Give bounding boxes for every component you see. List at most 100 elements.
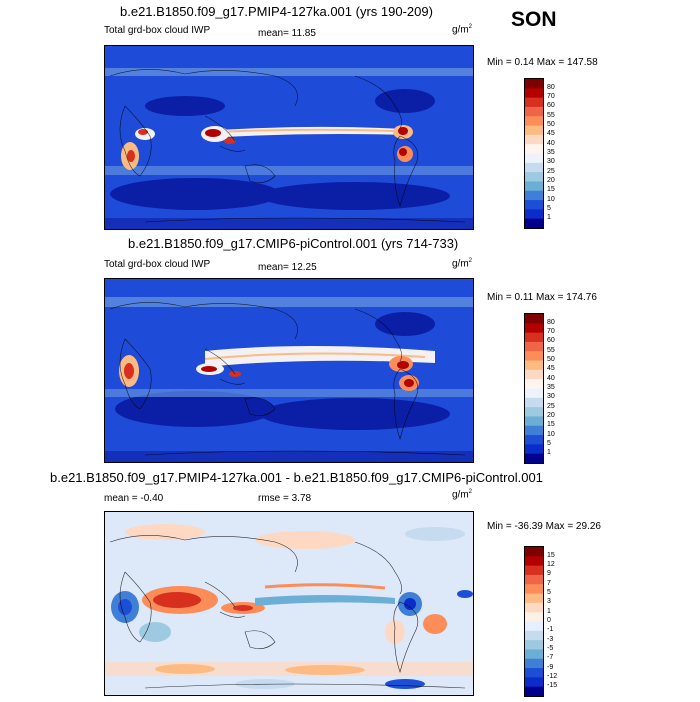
colorbar-swatch	[525, 640, 543, 650]
colorbar-swatch	[525, 116, 543, 127]
colorbar-swatch	[525, 444, 543, 455]
colorbar-tick-label: -9	[547, 663, 554, 671]
colorbar-swatch	[525, 630, 543, 641]
colorbar-tick-label: 0	[547, 617, 551, 624]
colorbar-tick-label: 70	[547, 93, 555, 101]
colorbar-tick-label: 35	[547, 384, 555, 391]
colorbar-tick-label: 1	[547, 449, 551, 457]
colorbar-tick-label: -1	[547, 626, 554, 634]
colorbar-tick-label: 5	[547, 204, 551, 212]
colorbar-swatch	[525, 565, 543, 576]
colorbar-swatch	[525, 584, 543, 595]
colorbar-tick-label: -5	[547, 644, 554, 652]
colorbar-tick-label: 45	[547, 365, 555, 373]
colorbar-swatch	[525, 547, 543, 557]
panel3-mean: mean = -0.40	[104, 493, 164, 504]
panel3-rmse: rmse = 3.78	[258, 493, 312, 504]
colorbar-tick-label: 10	[547, 195, 555, 203]
colorbar-swatch	[525, 379, 543, 389]
colorbar-swatch	[525, 218, 543, 229]
colorbar-tick-label: 40	[547, 374, 555, 382]
panel3-map-field	[105, 512, 473, 695]
colorbar-swatch	[525, 369, 543, 380]
colorbar-swatch	[525, 425, 543, 436]
panel3-title: b.e21.B1850.f09_g17.PMIP4-127ka.001 - b.…	[50, 470, 543, 485]
colorbar-tick-label: -15	[547, 682, 558, 690]
panel3-colorbar	[524, 546, 544, 702]
panel2-mean: mean= 12.25	[258, 262, 317, 273]
colorbar-swatch	[525, 125, 543, 136]
colorbar-swatch	[525, 649, 543, 660]
colorbar-swatch	[525, 388, 543, 399]
colorbar-swatch	[525, 209, 543, 220]
colorbar-tick-label: 5	[547, 439, 551, 447]
panel3-minmax: Min = -36.39 Max = 29.26	[487, 521, 601, 532]
colorbar-swatch	[525, 351, 543, 362]
panel1-colorbar-swatches	[524, 78, 544, 229]
colorbar-tick-label: 55	[547, 346, 555, 354]
colorbar-tick-label: 20	[547, 411, 555, 419]
panel3-map	[104, 511, 474, 696]
colorbar-tick-label: 20	[547, 176, 555, 184]
panel2-variable-label: Total grd-box cloud IWP	[104, 259, 211, 270]
colorbar-tick-label: 10	[547, 430, 555, 438]
colorbar-tick-label: 15	[547, 186, 555, 194]
colorbar-swatch	[525, 686, 543, 697]
colorbar-tick-label: -12	[547, 672, 558, 680]
colorbar-swatch	[525, 574, 543, 585]
season-label: SON	[511, 8, 557, 31]
colorbar-swatch	[525, 435, 543, 445]
colorbar-swatch	[525, 190, 543, 201]
colorbar-tick-label: 1	[547, 607, 551, 615]
colorbar-swatch	[525, 341, 543, 352]
panel2-colorbar-swatches	[524, 313, 544, 464]
colorbar-swatch	[525, 397, 543, 408]
colorbar-swatch	[525, 88, 543, 99]
colorbar-tick-label: 80	[547, 83, 555, 91]
colorbar-tick-label: 55	[547, 111, 555, 119]
colorbar-swatch	[525, 323, 543, 334]
colorbar-tick-label: 60	[547, 102, 555, 110]
colorbar-swatch	[525, 668, 543, 678]
colorbar-tick-label: 1	[547, 214, 551, 222]
colorbar-swatch	[525, 106, 543, 117]
colorbar-swatch	[525, 407, 543, 417]
panel2-map-field	[105, 279, 473, 462]
colorbar-tick-label: -3	[547, 635, 554, 643]
colorbar-swatch	[525, 677, 543, 688]
panel2-units: g/m2	[452, 258, 473, 270]
colorbar-tick-label: 30	[547, 158, 555, 166]
panel2-map	[104, 278, 474, 463]
colorbar-tick-label: -7	[547, 654, 554, 662]
panel3-colorbar-swatches	[524, 546, 544, 697]
colorbar-swatch	[525, 200, 543, 210]
panel1-units: g/m2	[452, 24, 473, 36]
colorbar-swatch	[525, 621, 543, 632]
colorbar-tick-label: 40	[547, 139, 555, 147]
panel3-units: g/m2	[452, 489, 473, 501]
colorbar-tick-label: 50	[547, 356, 555, 364]
colorbar-tick-label: 15	[547, 551, 555, 559]
colorbar-swatch	[525, 144, 543, 154]
panel1-title: b.e21.B1850.f09_g17.PMIP4-127ka.001 (yrs…	[120, 4, 433, 19]
colorbar-tick-label: 5	[547, 589, 551, 597]
colorbar-tick-label: 15	[547, 421, 555, 429]
colorbar-tick-label: 3	[547, 598, 551, 606]
colorbar-swatch	[525, 97, 543, 108]
colorbar-swatch	[525, 556, 543, 567]
colorbar-swatch	[525, 314, 543, 324]
colorbar-tick-label: 25	[547, 167, 555, 175]
colorbar-swatch	[525, 79, 543, 89]
colorbar-swatch	[525, 181, 543, 192]
panel1-variable-label: Total grd-box cloud IWP	[104, 25, 211, 36]
colorbar-tick-label: 9	[547, 570, 551, 578]
colorbar-swatch	[525, 453, 543, 464]
colorbar-tick-label: 12	[547, 561, 555, 569]
colorbar-swatch	[525, 162, 543, 173]
colorbar-swatch	[525, 416, 543, 427]
panel2-title: b.e21.B1850.f09_g17.CMIP6-piControl.001 …	[128, 236, 459, 251]
colorbar-tick-label: 60	[547, 337, 555, 345]
colorbar-tick-label: 30	[547, 393, 555, 401]
colorbar-swatch	[525, 134, 543, 145]
colorbar-swatch	[525, 602, 543, 613]
